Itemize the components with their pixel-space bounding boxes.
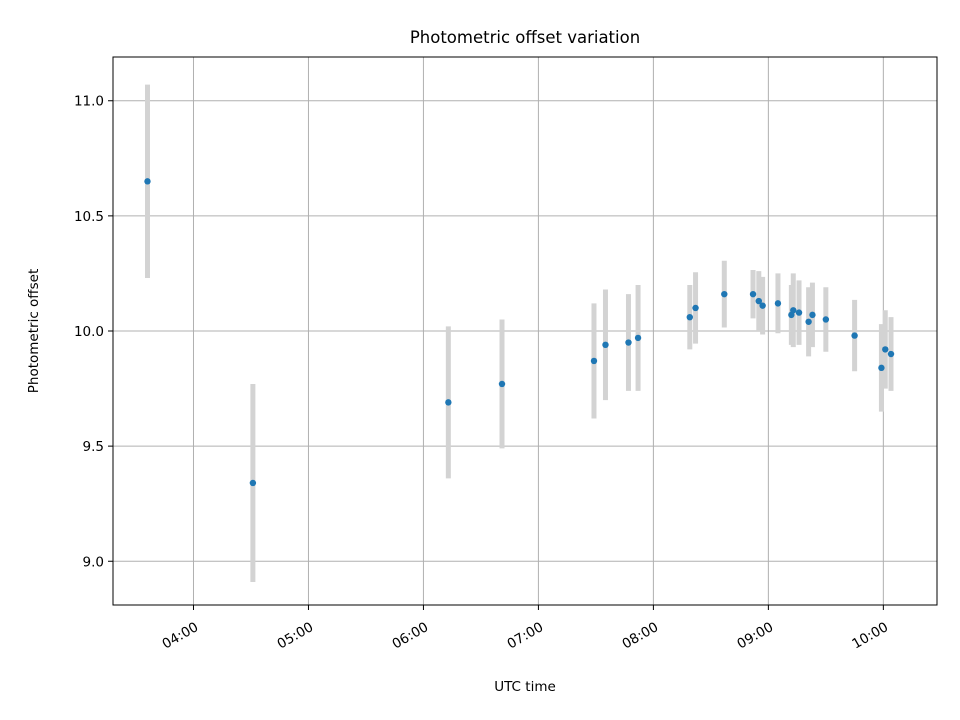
y-tick-label: 10.5 [74, 209, 104, 225]
y-axis-ticks: 9.0 9.5 10.0 10.5 11.0 [74, 94, 113, 570]
data-point [882, 346, 889, 353]
data-point [822, 316, 830, 323]
data-point [790, 307, 797, 314]
data-point [759, 302, 766, 309]
y-tick-label: 9.5 [83, 439, 104, 455]
data-point [721, 290, 728, 298]
data-point [602, 341, 609, 349]
y-tick-label: 10.0 [74, 324, 104, 340]
x-axis-label: UTC time [494, 679, 556, 695]
data-point [887, 350, 895, 358]
data-point [686, 313, 693, 321]
data-point [634, 334, 642, 342]
data-points [144, 178, 895, 487]
data-point [805, 318, 812, 325]
data-point [445, 399, 452, 406]
data-point [851, 332, 858, 339]
y-tick-label: 9.0 [83, 554, 104, 570]
data-point [692, 304, 699, 312]
data-point [498, 380, 506, 388]
data-point [249, 479, 257, 487]
data-point [590, 357, 598, 365]
y-axis-label: Photometric offset [26, 269, 42, 393]
data-point [795, 309, 803, 316]
y-tick-label: 11.0 [74, 94, 104, 110]
data-point [755, 297, 762, 305]
data-point [809, 311, 816, 319]
chart-title: Photometric offset variation [410, 28, 640, 47]
data-point [774, 300, 782, 307]
data-point [144, 178, 151, 185]
data-point [625, 339, 632, 346]
data-point [878, 364, 885, 372]
data-point [749, 290, 757, 298]
